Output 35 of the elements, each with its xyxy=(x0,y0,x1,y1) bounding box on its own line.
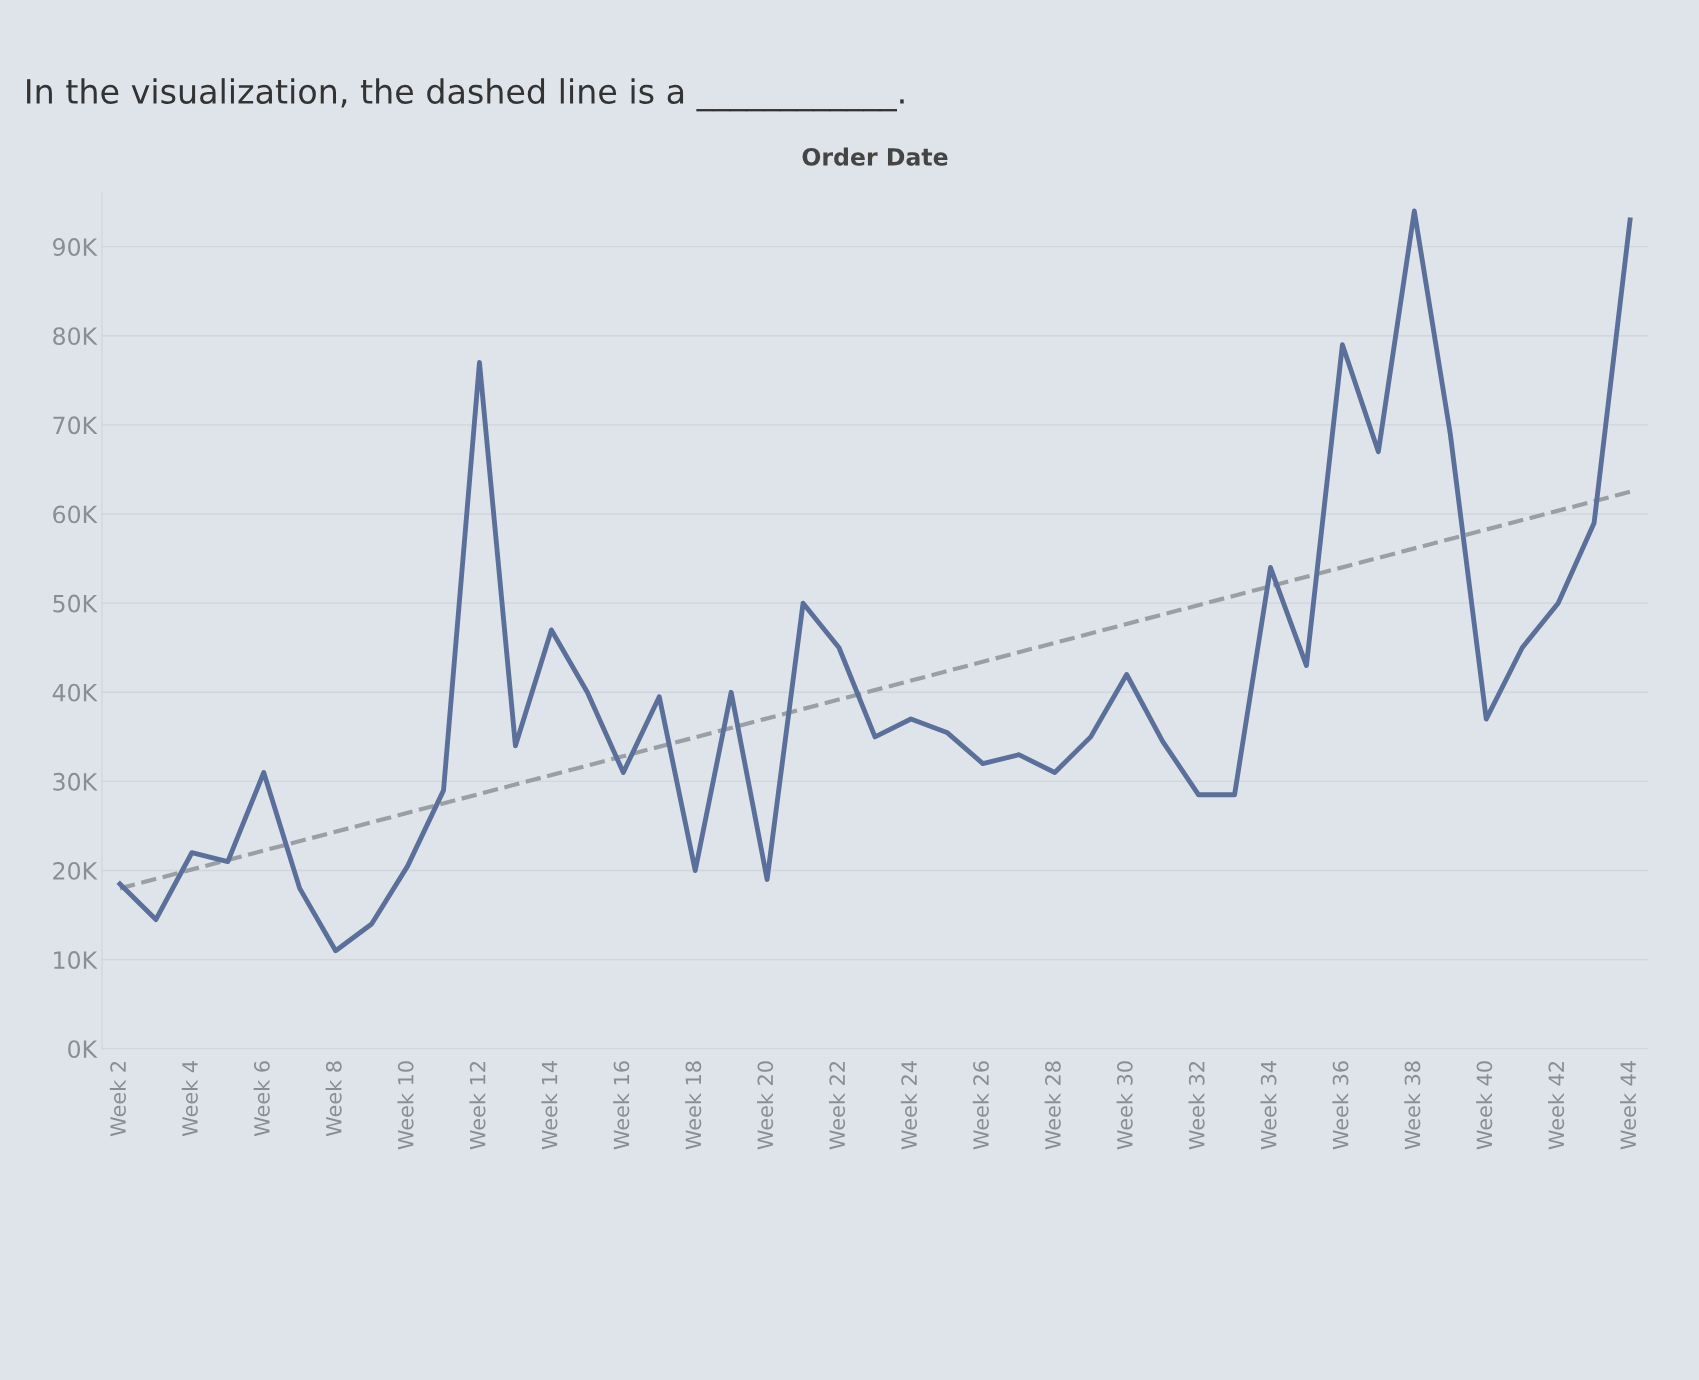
x-tick-label: Week 14 xyxy=(541,1061,558,1150)
y-tick-label: 20K xyxy=(53,862,98,880)
x-tick-label: Week 10 xyxy=(397,1061,414,1150)
chart-title: In the visualization, the dashed line is a ____________. xyxy=(27,78,904,112)
x-tick-label: Week 38 xyxy=(1404,1061,1421,1150)
y-tick-label: 90K xyxy=(53,238,98,256)
x-tick-label: Week 44 xyxy=(1619,1061,1637,1150)
x-tick-label: Week 36 xyxy=(1332,1061,1349,1150)
x-tick-label: Week 24 xyxy=(900,1061,917,1150)
x-tick-label: Week 42 xyxy=(1548,1062,1565,1150)
x-tick-label: Week 32 xyxy=(1188,1062,1205,1150)
x-tick-label: Week 40 xyxy=(1476,1061,1493,1150)
x-tick-label: Week 20 xyxy=(757,1061,774,1150)
x-tick-label: Week 2 xyxy=(109,1062,126,1137)
x-tick-label: Week 22 xyxy=(828,1062,846,1150)
y-tick-label: 80K xyxy=(53,327,98,346)
x-tick-label: Week 18 xyxy=(685,1061,702,1150)
x-tick-label: Week 30 xyxy=(1116,1061,1133,1150)
x-tick-label: Week 34 xyxy=(1260,1061,1277,1150)
x-tick-label: Week 4 xyxy=(181,1061,198,1137)
chart-subtitle: Order Date xyxy=(802,147,948,166)
x-tick-label: Week 26 xyxy=(972,1061,989,1150)
y-tick-label: 10K xyxy=(54,951,98,969)
x-tick-label: Week 12 xyxy=(469,1062,486,1150)
line-series xyxy=(117,208,1633,954)
x-tick-label: Week 8 xyxy=(325,1061,342,1137)
y-tick-label: 40K xyxy=(52,683,98,702)
x-tick-label: Week 6 xyxy=(253,1061,270,1137)
x-tick-label: Week 16 xyxy=(613,1061,630,1150)
y-tick-label: 60K xyxy=(53,505,98,524)
y-tick-label: 70K xyxy=(53,416,98,435)
y-tick-label: 30K xyxy=(53,772,98,791)
x-tick-label: Week 28 xyxy=(1044,1061,1061,1150)
y-tick-label: 0K xyxy=(68,1040,98,1059)
y-tick-label: 50K xyxy=(53,594,98,613)
